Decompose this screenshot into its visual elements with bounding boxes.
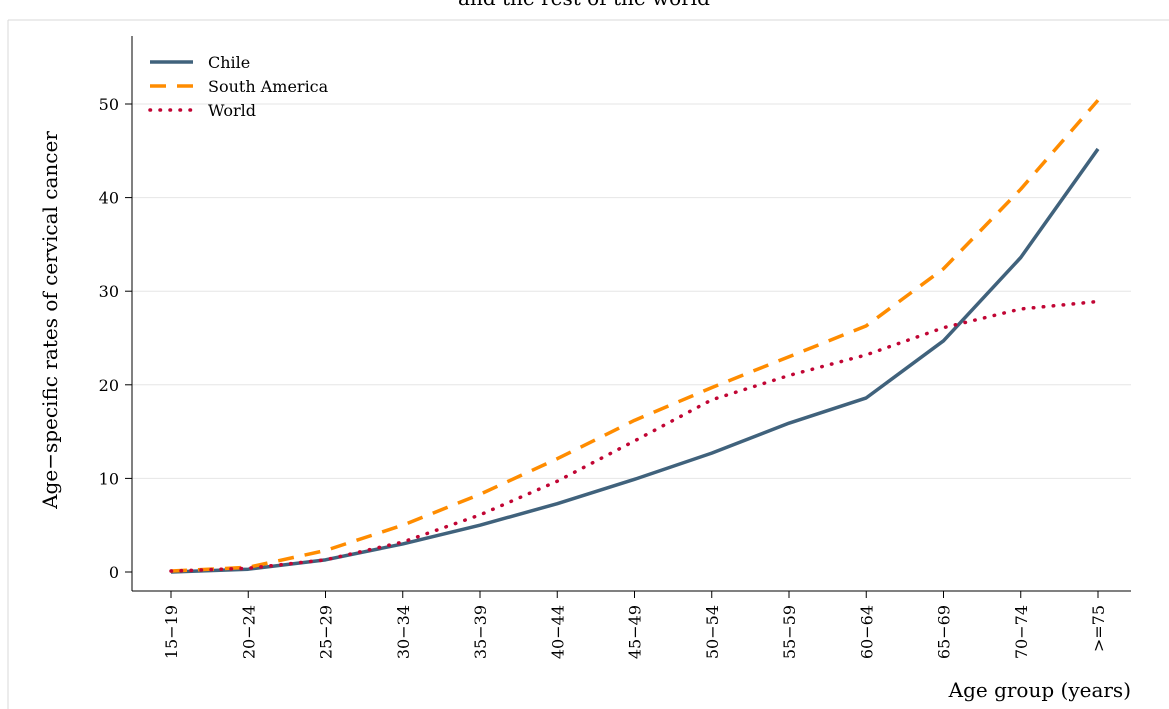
gridlines	[132, 103, 1131, 479]
y-tick-label-5: 50	[99, 95, 119, 114]
x-tick-label-11: 70−74	[1012, 605, 1031, 659]
x-tick-label-2: 25−29	[317, 605, 336, 659]
x-tick-label-7: 50−54	[703, 605, 722, 659]
x-axis: 15−19 20−24 25−29 30−34 35−39 40−44 45−49 50−54…	[132, 590, 1131, 659]
x-tick-label-6: 45−49	[626, 605, 645, 659]
y-tick-label-1: 10	[99, 469, 119, 488]
x-axis-title: Age group (years)	[948, 678, 1131, 702]
legend-label-0: Chile	[208, 53, 250, 72]
x-tick-label-4: 35−39	[471, 605, 490, 659]
y-tick-label-2: 20	[99, 376, 119, 395]
legend-label-2: World	[208, 101, 256, 120]
x-tick-label-8: 55−59	[780, 605, 799, 659]
y-tick-label-3: 30	[99, 282, 119, 301]
series-lines	[169, 99, 1100, 574]
series-line-chile	[170, 147, 1100, 574]
y-axis-title: Age−specific rates of cervical cancer	[38, 131, 62, 510]
y-axis: 0 10 20 30 40 50	[99, 36, 133, 591]
x-tick-label-5: 40−44	[548, 605, 567, 659]
x-tick-label-0: 15−19	[162, 605, 181, 659]
y-tick-label-4: 40	[99, 189, 119, 208]
plot-frame	[7, 19, 1169, 709]
legend-label-1: South America	[208, 77, 329, 96]
legend: Chile South America World	[148, 53, 329, 120]
x-tick-label-3: 30−34	[394, 605, 413, 659]
x-tick-label-12: >=75	[1089, 605, 1108, 652]
chart-title: and the rest of the world	[458, 0, 710, 10]
x-tick-label-9: 60−64	[857, 605, 876, 659]
y-tick-label-0: 0	[109, 563, 119, 582]
x-tick-label-10: 65−69	[935, 605, 954, 659]
series-line-south-america	[170, 99, 1100, 573]
x-tick-label-1: 20−24	[239, 605, 258, 659]
